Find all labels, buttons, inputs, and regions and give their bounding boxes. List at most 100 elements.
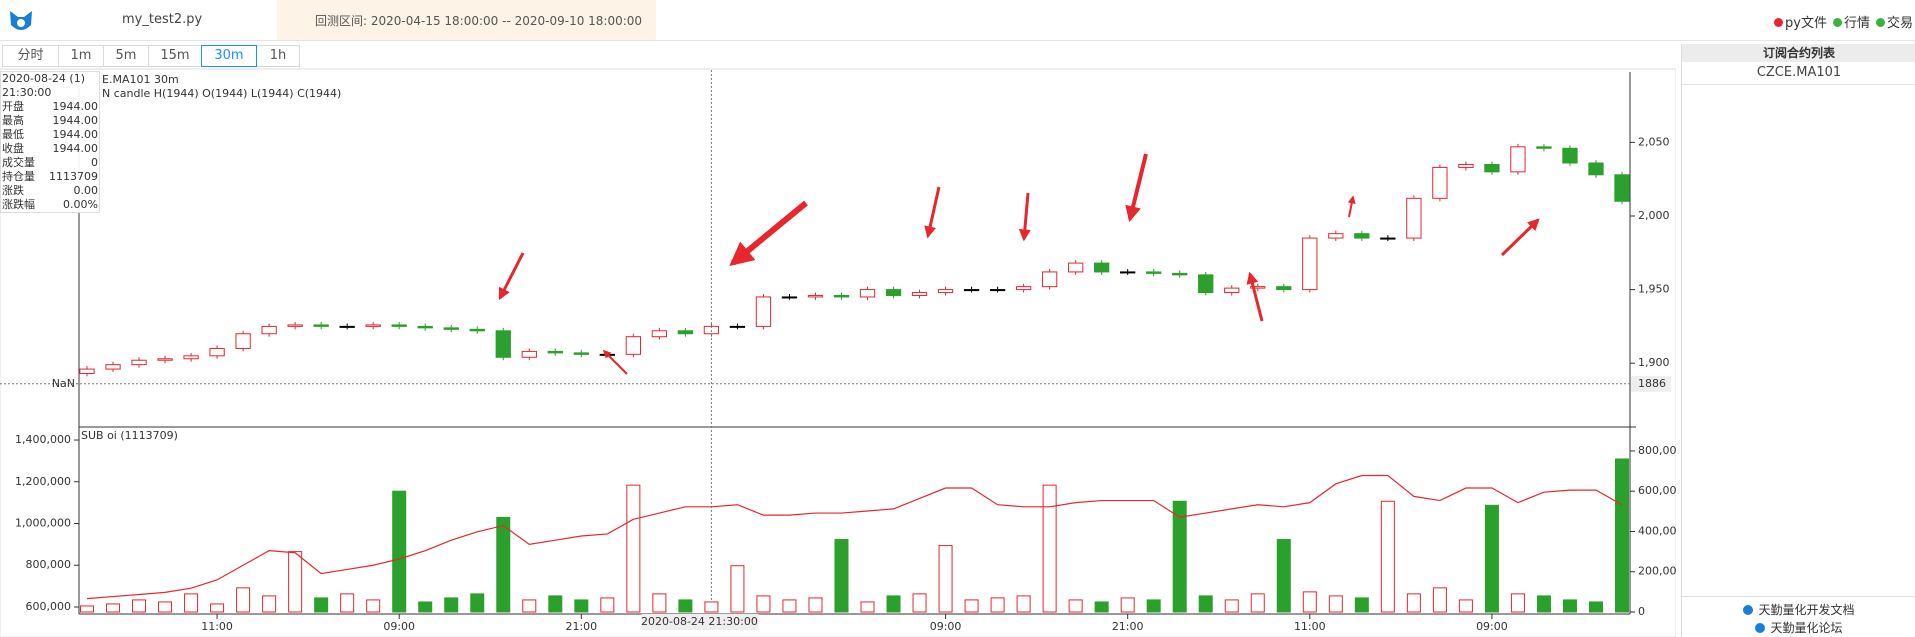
oi-line — [86, 474, 1623, 600]
volume-bar — [1354, 597, 1369, 613]
candle-body — [1276, 286, 1292, 291]
info-row: 涨跌 0.00 — [2, 184, 98, 198]
volume-bar — [1614, 458, 1630, 613]
volume-bar — [522, 599, 537, 613]
header: my_test2.py 回测区间: 2020-04-15 18:00:00 --… — [0, 0, 1915, 41]
volume-bar — [938, 545, 953, 613]
volume-bar — [1458, 599, 1473, 613]
candle-body — [859, 289, 876, 298]
info-value: 1944.00 — [52, 114, 99, 127]
timeframe-button[interactable]: 1m — [58, 45, 104, 67]
candle-body — [1562, 147, 1578, 164]
info-value: 0 — [91, 156, 98, 169]
volume-bar — [912, 593, 927, 613]
volume-bar — [288, 551, 303, 613]
doc-link[interactable]: 天勤量化开发文档 — [1682, 601, 1915, 619]
y2-tick-label: 800,000 — [1638, 444, 1676, 457]
candle-body — [1432, 166, 1448, 199]
annotation-arrow — [1125, 153, 1148, 223]
info-value: 1944.00 — [52, 100, 99, 113]
candle-body — [1510, 146, 1526, 173]
volume-bar — [574, 599, 589, 613]
info-row: 收盘 1944.00 — [2, 142, 98, 156]
info-label: 收盘 — [2, 142, 24, 155]
candle-body — [833, 294, 850, 298]
volume-bar — [1120, 597, 1135, 613]
volume-bar — [314, 597, 329, 613]
volume-bar — [1510, 593, 1525, 613]
info-value: 1944.00 — [52, 128, 99, 141]
forum-link[interactable]: 天勤量化论坛 — [1682, 619, 1915, 637]
annotation-arrow — [1018, 192, 1031, 242]
candle-body — [963, 289, 980, 292]
candle-body — [677, 330, 694, 335]
crosshair-date-label: 2020-08-24 21:30:00 — [641, 615, 758, 628]
status-dot — [1832, 18, 1842, 27]
annotation-arrow — [498, 252, 525, 301]
info-label: 最高 — [2, 114, 24, 127]
status-item: 交易 — [1875, 12, 1913, 31]
candle-body — [131, 359, 147, 366]
volume-bar — [158, 601, 173, 613]
y-tick-label: 1,950 — [1638, 283, 1670, 296]
volume-bar — [1198, 595, 1213, 613]
candle-body — [1354, 233, 1370, 239]
info-row: 最低 1944.00 — [2, 128, 98, 142]
volume-bar — [184, 593, 199, 613]
chart-frame — [0, 68, 1676, 637]
status-dot — [1774, 18, 1784, 27]
backtest-range: 回测区间: 2020-04-15 18:00:00 -- 2020-09-10 … — [277, 0, 656, 40]
info-date: 2020-08-24 (1) — [2, 72, 86, 85]
volume-bar — [886, 595, 901, 613]
info-label: 最低 — [2, 128, 24, 141]
candle-body — [625, 336, 642, 355]
volume-bar — [444, 597, 459, 613]
timeframe-button[interactable]: 1h — [256, 45, 300, 67]
info-row: 成交量 0 — [2, 156, 98, 170]
status-label: py文件 — [1785, 16, 1827, 31]
info-value: 0.00 — [73, 184, 99, 197]
candle-body — [1328, 233, 1344, 239]
timeframe-button[interactable]: 30m — [201, 45, 257, 67]
info-row: 涨跌幅 0.00% — [2, 198, 98, 212]
contract-item[interactable]: CZCE.MA101 — [1682, 62, 1915, 85]
timeframe-button[interactable]: 15m — [148, 45, 202, 67]
x-tick-label: 09:00 — [930, 620, 962, 633]
logo — [10, 11, 32, 30]
y-tick-label: 2,050 — [1638, 135, 1670, 148]
crosshair-value-label: 1886 — [1638, 377, 1666, 390]
y-tick-label: 1,400,000 — [15, 433, 71, 446]
volume-bar — [756, 595, 771, 613]
status-label: 行情 — [1843, 16, 1870, 31]
timeframe-button[interactable]: 分时 — [2, 45, 59, 67]
volume-bar — [1224, 599, 1239, 613]
y-tick-label: 1,000,000 — [15, 517, 71, 530]
volume-bar — [1250, 593, 1265, 613]
candle-body — [417, 325, 433, 329]
y-tick-label: 1,200,000 — [15, 475, 71, 488]
volume-bar — [548, 595, 563, 613]
info-value: 0.00% — [63, 198, 98, 211]
volume-bar — [652, 593, 667, 613]
x-tick-label: 21:00 — [1112, 620, 1144, 633]
info-row: 持仓量 1113709 — [2, 170, 98, 184]
info-time: 21:30:00 — [2, 86, 52, 99]
candle-body — [521, 350, 537, 358]
y2-tick-label: 0 — [1638, 605, 1645, 618]
annotations — [498, 153, 1540, 375]
crosshair-value-bg — [1631, 375, 1671, 392]
x-tick-label: 09:00 — [383, 620, 415, 633]
candle-body — [1380, 237, 1396, 240]
volume-bar — [262, 595, 277, 613]
volume-bar — [392, 490, 407, 613]
candle-body — [1120, 271, 1136, 274]
volume-bar — [1172, 500, 1187, 613]
timeframe-button[interactable]: 5m — [103, 45, 149, 67]
info-label: 成交量 — [2, 156, 35, 169]
info-label: 开盘 — [2, 100, 24, 113]
candle-body — [391, 324, 407, 327]
status-item: py文件 — [1774, 12, 1827, 31]
info-label: 涨跌幅 — [2, 198, 35, 211]
volume-bar — [1276, 539, 1291, 613]
candle-body — [157, 358, 173, 361]
